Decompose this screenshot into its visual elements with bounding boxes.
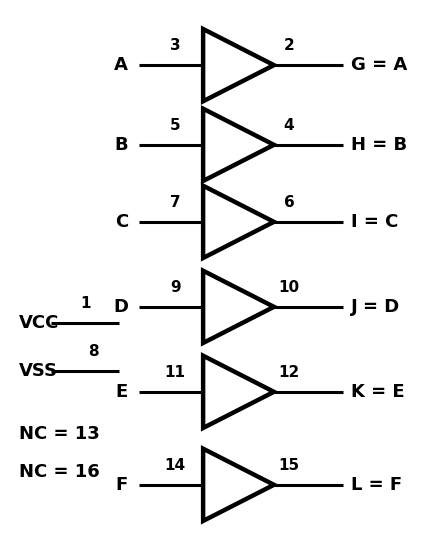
Text: VSS: VSS (19, 362, 58, 380)
Text: 7: 7 (170, 195, 181, 210)
Text: D: D (113, 298, 128, 316)
Text: I = C: I = C (351, 213, 399, 231)
Text: F: F (116, 476, 128, 494)
Text: J = D: J = D (351, 298, 400, 316)
Polygon shape (203, 449, 274, 521)
Text: B: B (114, 136, 128, 154)
Text: 5: 5 (170, 118, 181, 133)
Text: 2: 2 (283, 38, 294, 53)
Text: G = A: G = A (351, 56, 407, 74)
Text: E: E (116, 383, 128, 401)
Text: 6: 6 (283, 195, 294, 210)
Text: A: A (114, 56, 128, 74)
Text: 15: 15 (278, 458, 299, 473)
Text: NC = 13: NC = 13 (19, 426, 99, 443)
Text: H = B: H = B (351, 136, 407, 154)
Polygon shape (203, 186, 274, 258)
Text: K = E: K = E (351, 383, 405, 401)
Polygon shape (203, 29, 274, 101)
Polygon shape (203, 271, 274, 343)
Polygon shape (203, 356, 274, 428)
Text: 1: 1 (80, 296, 90, 311)
Text: C: C (115, 213, 128, 231)
Text: 9: 9 (170, 280, 181, 295)
Text: 11: 11 (165, 365, 186, 380)
Text: L = F: L = F (351, 476, 402, 494)
Text: VCC: VCC (19, 314, 59, 332)
Text: 14: 14 (165, 458, 186, 473)
Text: 4: 4 (284, 118, 294, 133)
Text: 10: 10 (278, 280, 299, 295)
Text: 12: 12 (278, 365, 300, 380)
Polygon shape (203, 109, 274, 181)
Text: 8: 8 (89, 344, 99, 359)
Text: NC = 16: NC = 16 (19, 462, 99, 481)
Text: 3: 3 (170, 38, 181, 53)
